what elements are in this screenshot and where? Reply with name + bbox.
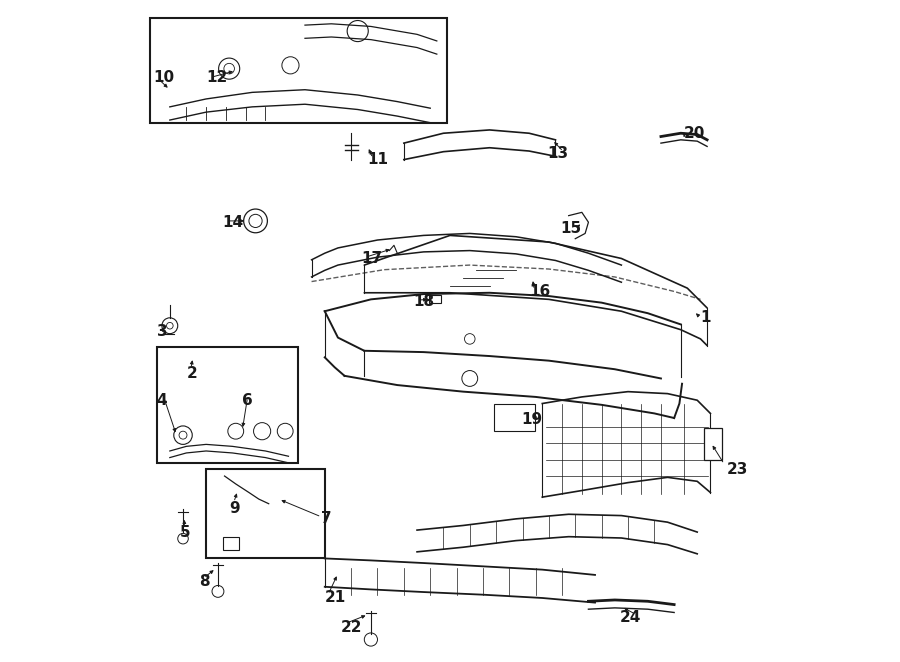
Bar — [494, 404, 535, 431]
Text: 19: 19 — [521, 412, 543, 428]
FancyBboxPatch shape — [157, 348, 299, 463]
Text: 2: 2 — [186, 366, 197, 381]
Text: 11: 11 — [367, 152, 389, 167]
Text: 6: 6 — [242, 393, 253, 408]
Text: 8: 8 — [200, 574, 210, 589]
Text: 17: 17 — [361, 251, 382, 266]
Text: 12: 12 — [206, 70, 228, 85]
Circle shape — [212, 585, 224, 597]
Text: 22: 22 — [341, 620, 363, 635]
Circle shape — [177, 534, 188, 544]
Circle shape — [364, 633, 377, 646]
Text: 5: 5 — [180, 524, 190, 540]
Text: 24: 24 — [620, 610, 641, 626]
Text: 16: 16 — [529, 284, 551, 299]
Bar — [222, 537, 239, 550]
Text: 1: 1 — [700, 310, 710, 325]
Text: 13: 13 — [547, 146, 569, 160]
Text: 9: 9 — [230, 502, 239, 516]
Text: 20: 20 — [684, 126, 706, 141]
Text: 23: 23 — [727, 462, 748, 477]
Text: 7: 7 — [321, 511, 332, 526]
Text: 18: 18 — [414, 294, 435, 309]
Text: 21: 21 — [325, 591, 346, 606]
Text: 3: 3 — [157, 324, 167, 338]
FancyBboxPatch shape — [704, 428, 723, 459]
Text: 10: 10 — [153, 70, 175, 85]
Text: 14: 14 — [222, 214, 244, 230]
FancyBboxPatch shape — [206, 469, 325, 559]
Bar — [429, 295, 441, 303]
Text: 4: 4 — [157, 393, 167, 408]
FancyBboxPatch shape — [150, 18, 446, 123]
Text: 15: 15 — [561, 221, 581, 236]
